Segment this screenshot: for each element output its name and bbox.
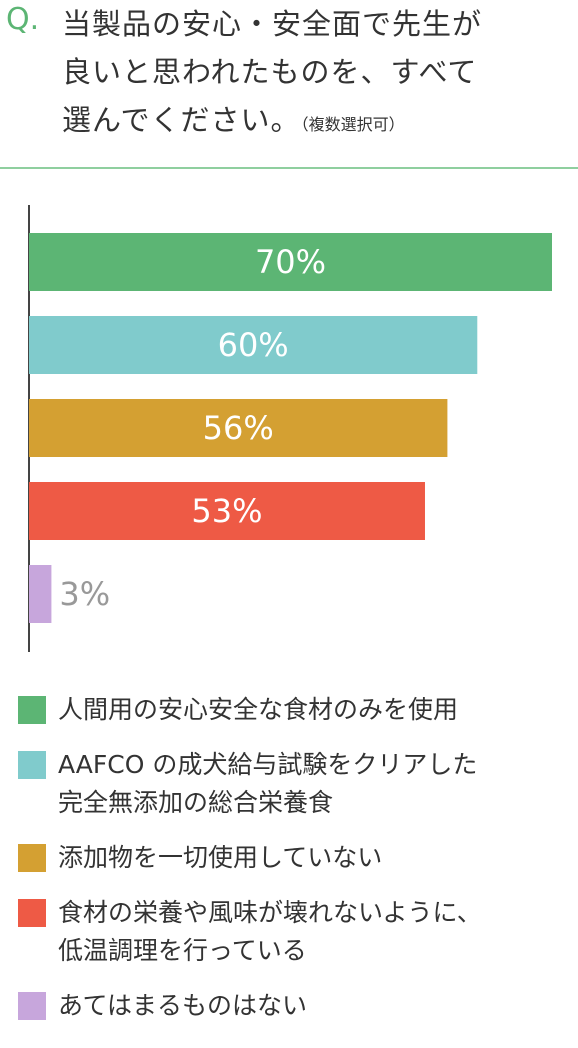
legend-item: 人間用の安心安全な食材のみを使用: [18, 691, 578, 729]
legend-item: あてはまるものはない: [18, 987, 578, 1025]
legend-swatch: [18, 844, 46, 872]
title-text: 当製品の安心・安全面で先生が 良いと思われたものを、すべて 選んでください。: [62, 7, 483, 137]
value-label: 60%: [218, 326, 289, 364]
legend-label: AAFCO の成犬給与試験をクリアした 完全無添加の総合栄養食: [58, 750, 478, 817]
legend-swatch: [18, 899, 46, 927]
chart: 70% 60% 56% 53% 3%: [28, 205, 552, 652]
legend-label: 食材の栄養や風味が壊れないように、 低温調理を行っている: [58, 898, 482, 965]
legend-swatch: [18, 992, 46, 1020]
bar: [29, 233, 552, 291]
bar: [29, 316, 478, 374]
legend-label: 添加物を一切使用していない: [58, 843, 383, 872]
note: （複数選択可）: [300, 115, 405, 134]
bar: [29, 565, 52, 623]
value-label: 3%: [59, 575, 110, 613]
legend: 人間用の安心安全な食材のみを使用 AAFCO の成犬給与試験をクリアした 完全無添…: [18, 691, 578, 1025]
legend-swatch: [18, 696, 46, 724]
legend-item: 食材の栄養や風味が壊れないように、 低温調理を行っている: [18, 894, 578, 970]
legend-swatch: [18, 751, 46, 779]
bar: [29, 482, 425, 540]
legend-label: あてはまるものはない: [58, 991, 308, 1020]
legend-item: 添加物を一切使用していない: [18, 839, 578, 877]
value-label: 53%: [191, 492, 262, 530]
legend-item: AAFCO の成犬給与試験をクリアした 完全無添加の総合栄養食: [18, 746, 578, 822]
value-label: 56%: [203, 409, 274, 447]
bar: [29, 399, 448, 457]
legend-label: 人間用の安心安全な食材のみを使用: [58, 695, 459, 724]
divider: [0, 167, 578, 169]
chart-title: 当製品の安心・安全面で先生が 良いと思われたものを、すべて 選んでください。（複…: [62, 0, 578, 149]
question-label: Q.: [6, 2, 40, 37]
value-label: 70%: [255, 243, 326, 281]
